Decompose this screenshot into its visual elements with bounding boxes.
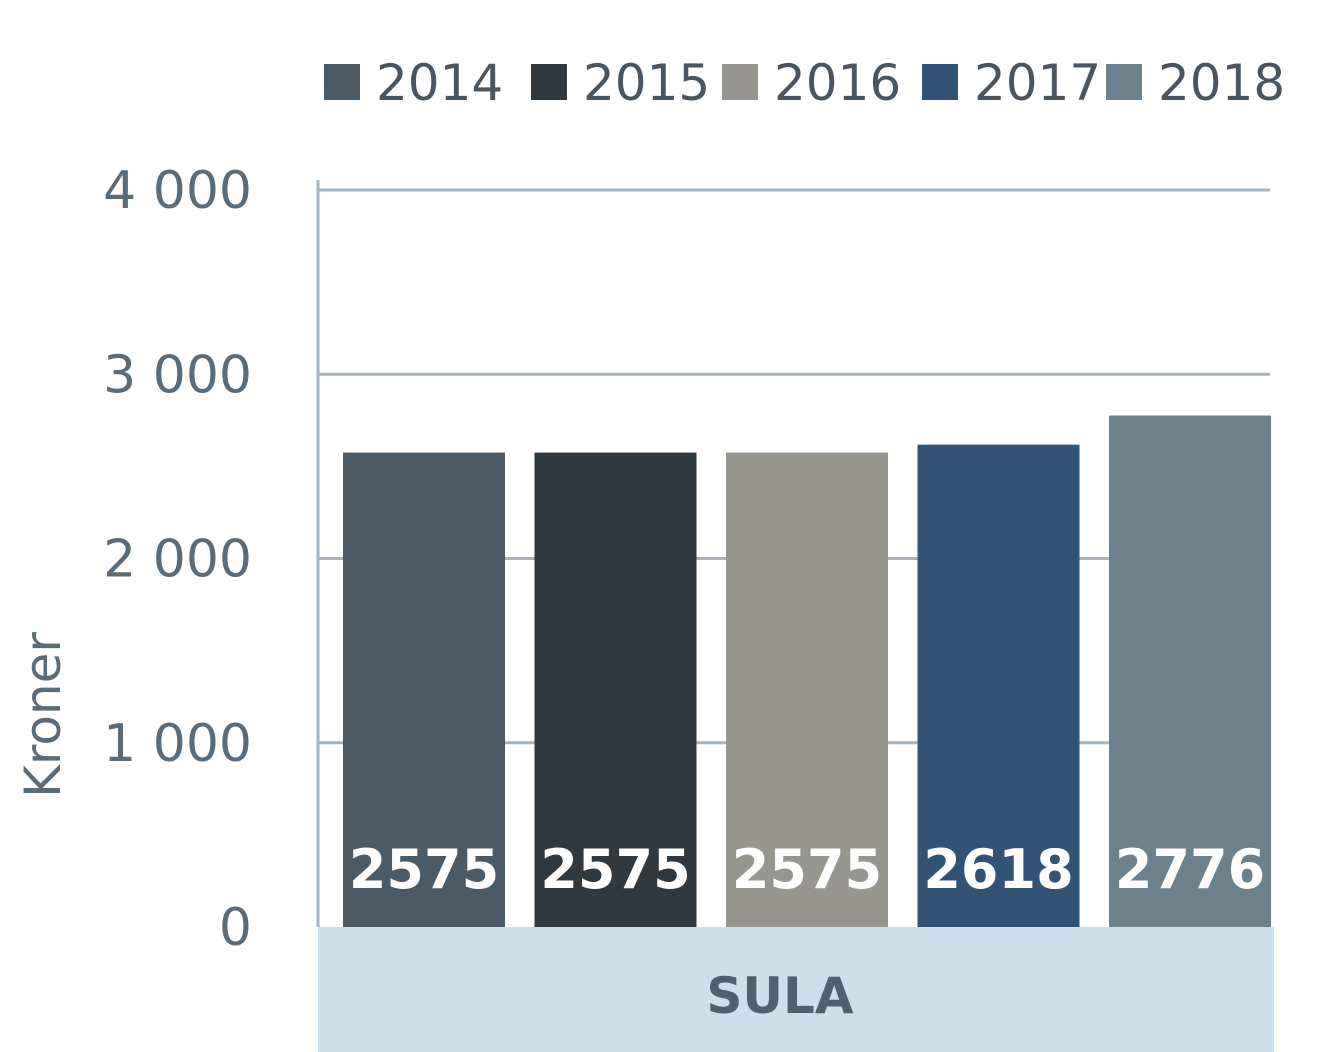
- legend-swatch: [531, 64, 567, 100]
- legend-swatch: [324, 64, 360, 100]
- legend-label: 2016: [774, 54, 901, 112]
- bar-2017: [917, 444, 1080, 927]
- data-labels: 2575 2575 2575 2618 2776: [349, 838, 1265, 901]
- y-axis-title: Kroner: [14, 632, 72, 798]
- legend-swatch: [1106, 64, 1142, 100]
- data-label-2014: 2575: [349, 838, 499, 901]
- category-band: [318, 927, 1274, 1052]
- legend: 2014 2015 2016 2017 2018: [324, 54, 1285, 112]
- category-label: SULA: [706, 967, 853, 1025]
- legend-item-2014: 2014: [324, 54, 503, 112]
- y-tick-label: 4 000: [103, 161, 252, 221]
- legend-label: 2017: [974, 54, 1101, 112]
- legend-swatch: [722, 64, 758, 100]
- bar-2014: [343, 452, 505, 927]
- legend-item-2016: 2016: [722, 54, 901, 112]
- bar-2015: [534, 452, 697, 927]
- y-tick-label: 3 000: [103, 345, 252, 405]
- y-tick-label: 2 000: [103, 530, 252, 590]
- y-tick-label: 1 000: [103, 714, 252, 774]
- legend-label: 2018: [1158, 54, 1285, 112]
- data-label-2015: 2575: [540, 838, 690, 901]
- legend-item-2015: 2015: [531, 54, 710, 112]
- bar-2018: [1109, 415, 1271, 927]
- legend-label: 2014: [376, 54, 503, 112]
- legend-item-2018: 2018: [1106, 54, 1285, 112]
- data-label-2016: 2575: [732, 838, 882, 901]
- legend-item-2017: 2017: [922, 54, 1101, 112]
- legend-label: 2015: [583, 54, 710, 112]
- data-label-2018: 2776: [1115, 838, 1265, 901]
- y-axis-ticks: 0 1 000 2 000 3 000 4 000: [103, 161, 252, 958]
- category-labels: SULA: [706, 967, 853, 1025]
- data-label-2017: 2618: [923, 838, 1073, 901]
- bars: [343, 415, 1271, 927]
- y-tick-label: 0: [219, 898, 252, 958]
- bar-2016: [726, 452, 888, 927]
- legend-swatch: [922, 64, 958, 100]
